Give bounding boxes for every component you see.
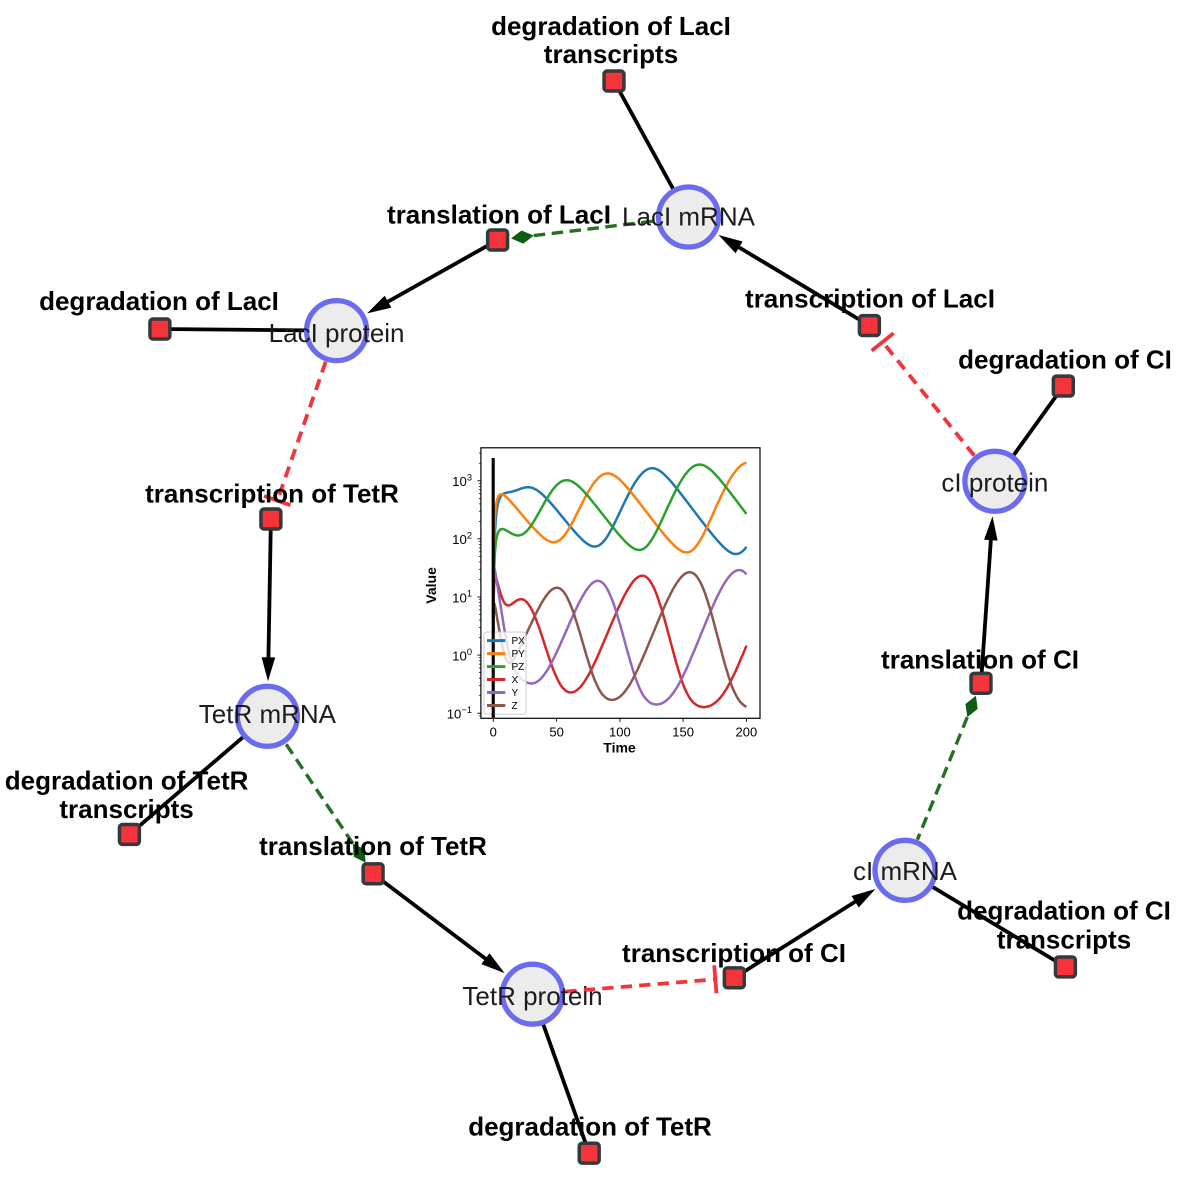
svg-text:transcripts: transcripts <box>544 39 678 69</box>
svg-text:PY: PY <box>512 649 526 660</box>
svg-text:transcripts: transcripts <box>997 924 1131 954</box>
svg-text:cI mRNA: cI mRNA <box>853 856 958 886</box>
svg-text:50: 50 <box>549 724 563 739</box>
svg-text:150: 150 <box>672 724 694 739</box>
svg-text:100: 100 <box>609 724 631 739</box>
svg-text:0: 0 <box>490 724 497 739</box>
svg-text:LacI mRNA: LacI mRNA <box>622 202 756 232</box>
svg-text:TetR protein: TetR protein <box>462 981 602 1011</box>
svg-text:degradation of LacI: degradation of LacI <box>39 286 279 316</box>
svg-text:200: 200 <box>736 724 758 739</box>
svg-text:degradation of TetR: degradation of TetR <box>468 1112 712 1142</box>
svg-text:Z: Z <box>512 701 518 712</box>
svg-text:PZ: PZ <box>512 662 525 673</box>
svg-text:degradation of CI: degradation of CI <box>957 895 1171 925</box>
svg-text:degradation of CI: degradation of CI <box>958 344 1172 374</box>
svg-text:transcription of TetR: transcription of TetR <box>145 479 399 509</box>
svg-text:Y: Y <box>512 688 519 699</box>
svg-text:Time: Time <box>603 740 636 756</box>
svg-text:transcription of CI: transcription of CI <box>622 938 846 968</box>
svg-text:cI protein: cI protein <box>941 468 1048 498</box>
svg-text:translation of CI: translation of CI <box>881 644 1079 674</box>
svg-text:degradation of LacI: degradation of LacI <box>491 11 731 41</box>
svg-text:LacI protein: LacI protein <box>269 318 405 348</box>
svg-text:TetR mRNA: TetR mRNA <box>199 699 337 729</box>
svg-text:transcription of LacI: transcription of LacI <box>745 283 995 313</box>
svg-text:translation of TetR: translation of TetR <box>259 831 487 861</box>
svg-text:transcripts: transcripts <box>59 794 193 824</box>
svg-text:PX: PX <box>512 636 526 647</box>
svg-text:degradation of TetR: degradation of TetR <box>5 766 249 796</box>
svg-text:X: X <box>512 675 519 686</box>
svg-text:Value: Value <box>423 567 439 604</box>
svg-text:translation of LacI: translation of LacI <box>387 200 611 230</box>
